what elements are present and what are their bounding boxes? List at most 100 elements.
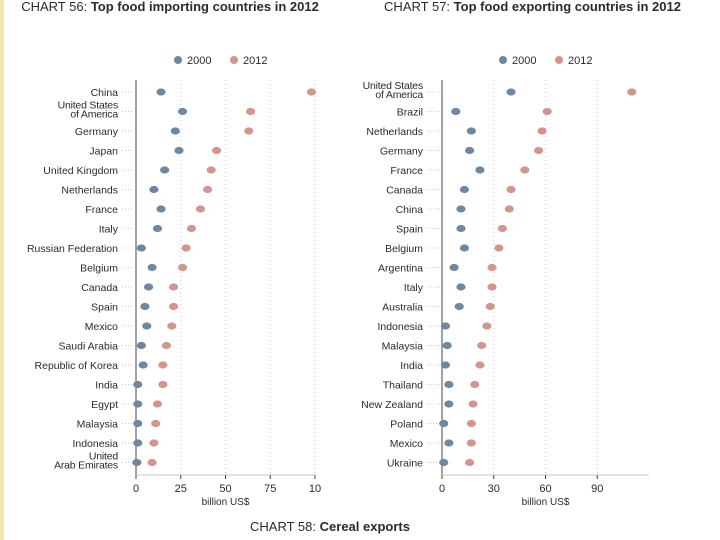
export-point-2000-italy: [456, 283, 466, 291]
export-point-2000-india: [440, 361, 451, 369]
import-category-label: United: [89, 451, 119, 463]
export-point-2000-ukraine: [439, 458, 449, 467]
export-category-label: Belgium: [385, 243, 423, 255]
export-category-label: China: [396, 204, 424, 216]
import-legend-marker-2012: [230, 56, 238, 64]
export-legend-marker-2012: [555, 56, 563, 64]
import-x-tick-label: 25: [175, 483, 187, 495]
import-category-label: Japan: [89, 146, 118, 158]
export-x-tick-label: 0: [439, 483, 445, 495]
import-category-label: Arab Emirates: [54, 460, 118, 472]
import-category-label: Russian Federation: [27, 243, 118, 255]
export-x-axis-title: billion US$: [522, 497, 570, 508]
export-legend-marker-2000: [499, 56, 507, 64]
import-x-tick-label: 50: [219, 483, 231, 495]
export-category-label: France: [390, 165, 423, 177]
import-point-2012-italy: [186, 224, 197, 233]
export-point-2012-china: [504, 205, 514, 213]
exporting-chart-heading: CHART 57: Top food exporting countries i…: [345, 0, 720, 14]
export-point-2000-spain: [456, 224, 466, 233]
export-point-2000-belgium: [459, 244, 470, 252]
import-point-2012-united-states-of-america: [245, 107, 256, 116]
export-point-2000-malaysia: [442, 341, 452, 350]
export-x-tick-label: 30: [488, 483, 500, 495]
import-category-label: Italy: [99, 224, 119, 236]
export-point-2012-new-zealand: [468, 400, 478, 408]
import-point-2012-india: [158, 380, 168, 389]
import-point-2012-spain: [168, 302, 179, 311]
export-category-label: India: [400, 360, 423, 372]
import-point-2012-germany: [244, 127, 254, 135]
import-point-2000-italy: [152, 224, 163, 233]
export-x-tick-label: 60: [539, 483, 551, 495]
export-point-2012-canada: [506, 185, 516, 194]
export-point-2000-united-states-of-america: [506, 88, 516, 96]
import-point-2012-france: [195, 205, 206, 213]
import-legend-marker-2000: [174, 56, 182, 64]
import-category-label: Belgium: [80, 263, 118, 275]
import-x-tick-label: 10: [309, 483, 321, 495]
import-point-2012-russian-federation: [181, 244, 191, 252]
import-point-2000-egypt: [133, 400, 143, 408]
import-category-label: Spain: [91, 302, 118, 314]
import-category-label: France: [85, 204, 118, 216]
import-point-2000-indonesia: [133, 439, 143, 447]
import-point-2000-spain: [140, 302, 150, 311]
export-category-label: of America: [375, 89, 423, 101]
export-point-2012-argentina: [487, 263, 497, 272]
export-point-2012-ukraine: [465, 458, 475, 467]
import-category-label: India: [95, 380, 118, 392]
importing-chart-heading: CHART 56: Top food importing countries i…: [0, 0, 340, 14]
import-point-2000-belgium: [147, 263, 157, 272]
export-category-label: New Zealand: [361, 399, 423, 411]
export-point-2012-thailand: [470, 380, 480, 389]
export-point-2012-italy: [487, 283, 497, 291]
export-legend-label-2000: 2000: [512, 55, 536, 67]
import-category-label: Canada: [81, 282, 118, 294]
left-accent-bar: [0, 0, 4, 540]
export-category-label: Thailand: [383, 380, 423, 392]
export-point-2012-malaysia: [477, 341, 487, 350]
cereal-chart-title: Cereal exports: [319, 519, 410, 534]
cereal-exports-heading: CHART 58: Cereal exports: [0, 519, 660, 534]
export-category-label: United States: [363, 80, 423, 92]
export-point-2012-spain: [497, 224, 507, 233]
export-point-2000-new-zealand: [444, 400, 454, 408]
export-point-2000-poland: [439, 419, 449, 428]
import-point-2000-india: [133, 380, 143, 389]
import-x-tick-label: 75: [264, 483, 276, 495]
import-category-label: United Kingdom: [43, 165, 118, 177]
export-category-label: Brazil: [397, 107, 423, 119]
import-point-2000-netherlands: [149, 185, 159, 194]
import-category-label: Egypt: [91, 399, 118, 411]
export-point-2000-france: [475, 166, 485, 174]
export-category-label: Ukraine: [387, 458, 423, 470]
export-x-tick-label: 90: [591, 483, 603, 495]
export-legend: 2000 2012: [499, 55, 592, 67]
import-point-2000-united-kingdom: [160, 166, 170, 174]
import-point-2012-belgium: [177, 263, 188, 272]
export-category-label: Canada: [386, 185, 423, 197]
cereal-chart-number: CHART 58:: [250, 519, 317, 534]
importing-chart-number: CHART 56:: [21, 0, 88, 14]
export-legend-label-2012: 2012: [568, 55, 592, 67]
import-legend-label-2012: 2012: [243, 55, 267, 67]
export-category-label: Poland: [390, 419, 423, 431]
exporting-chart-number: CHART 57:: [384, 0, 451, 14]
export-category-label: Argentina: [378, 263, 423, 275]
export-point-2012-poland: [466, 419, 476, 428]
import-point-2012-canada: [168, 283, 179, 291]
export-point-2000-canada: [459, 185, 470, 194]
export-category-label: Malaysia: [382, 341, 424, 353]
exporting-chart-panel: CHART 57: Top food exporting countries i…: [345, 0, 720, 510]
export-point-2000-netherlands: [466, 127, 476, 135]
export-point-2012-indonesia: [482, 322, 492, 330]
export-point-2012-mexico: [466, 439, 476, 447]
import-point-2000-china: [156, 88, 166, 96]
export-point-2000-argentina: [449, 263, 459, 272]
export-category-label: Spain: [396, 224, 423, 236]
import-point-2000-united-arab-emirates: [132, 458, 142, 467]
import-category-label: Mexico: [85, 321, 118, 333]
import-category-label: of America: [70, 109, 118, 121]
